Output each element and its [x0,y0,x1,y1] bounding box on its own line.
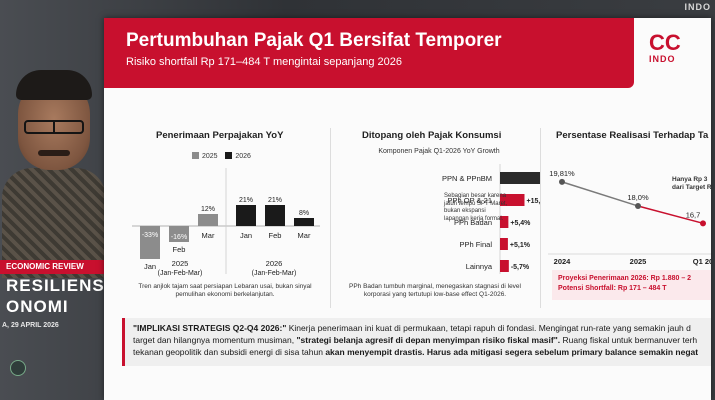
overlay-date: A, 29 APRIL 2026 [2,322,59,329]
implication-text-3: target dan hilangnya momentum musiman, [133,334,297,345]
chart2-category-label: Lainnya [466,262,493,271]
divider [330,128,331,308]
chart3-point [559,178,565,185]
chart3-point [635,203,641,209]
chart1-group-label: (Jan-Feb-Mar) [158,270,203,277]
chart1-group-label: 2026 [266,259,283,268]
chart1-svg: -33% Jan -16% Feb 12% Mar 21% Jan 21% Feb 8% Mar 202… [132,168,320,277]
divider [540,128,541,308]
chart3-data-label: 16,7 [686,210,701,219]
implication-label: "IMPLIKASI STRATEGIS Q2-Q4 2026:" [133,323,287,333]
chart1-group-label: 2025 [172,259,189,268]
chart1-bar [236,205,256,226]
chart2-subtitle: Komponen Pajak Q1-2026 YoY Growth [378,148,500,155]
chart3-tick-label: 2025 [630,257,647,266]
chart2-data-label: +5,1% [510,242,531,249]
chart1-note: Tren anjlok tajam saat persiapan Lebaran… [138,283,312,299]
implication-text-5: Ruang fiskal untuk bermanuver terh [560,334,698,345]
chart1-bar [198,214,218,226]
chart1-legend: 2025 2026 [192,152,251,160]
legend-label-2026: 2026 [235,153,251,160]
implication-text-1: Kinerja penerimaan ini kuat di permukaan… [286,323,537,333]
mic-icon[interactable] [10,360,26,376]
chart1-data-label: 12% [201,206,215,213]
chart3-svg: 19,81% 2024 18,0% 2025 16,7 Q1 20 [548,169,711,266]
overlay-title-line1: RESILIENSI [6,276,111,295]
chart3-annotation-line2: dari Target R [672,184,712,192]
broadcast-overlay: ECONOMIC REVIEW RESILIENSI ONOMI A, 29 A… [0,252,111,400]
chart1-data-label: -16% [171,234,187,241]
chart1-group-label: (Jan-Feb-Mar) [252,270,297,277]
chart1-category-label: Jan [240,231,252,240]
chart1-bar [265,205,285,226]
presentation-slide: Pertumbuhan Pajak Q1 Bersifat Temporer R… [104,18,712,400]
presenter-hair [16,70,92,100]
chart1-data-label: 8% [299,210,309,217]
slide-subtitle: Risiko shortfall Rp 171–484 T mengintai … [126,56,402,68]
slide-banner: Pertumbuhan Pajak Q1 Bersifat Temporer R… [104,18,634,88]
chart2-bar [500,194,525,206]
chart1-data-label: -33% [142,232,158,239]
implication-text-2: Mengingat run-rate yang semakin jauh d [536,323,691,333]
chart2-data-label: +5,4% [510,220,531,227]
chart1-bar [140,226,160,259]
implication-text-6: tekanan geopolitik dan subsidi energi di… [133,346,326,357]
mustache [38,150,70,156]
chart3-title: Persentase Realisasi Terhadap Ta [556,130,709,141]
chart1-category-label: Feb [173,245,186,254]
chart3-tick-label: Q1 20 [693,257,711,266]
chart1-category-label: Jan [144,262,156,271]
slide-title: Pertumbuhan Pajak Q1 Bersifat Temporer [126,30,502,51]
chart1-category-label: Mar [202,231,215,240]
chart3-series-line [637,205,704,225]
economic-review-tag: ECONOMIC REVIEW [0,260,104,274]
glasses-icon [24,120,84,134]
shortfall-text: Potensi Shortfall: Rp 171 – 484 T [558,284,667,292]
brand-logo: CC [649,30,681,55]
chart2-annotation: Sebagian besar karena jatuh tempo SPT Ma… [444,193,508,222]
chart3-annotation: Hanya Rp 3 dari Target R [672,176,715,192]
chart2-bar [500,238,508,250]
chart3-footer: Proyeksi Penerimaan 2026: Rp 1.880 – 2 P… [552,270,711,300]
corner-logo: INDO [684,2,711,12]
chart3-annotation-line1: Hanya Rp 3 [672,176,708,183]
brand-logo-sub: INDO [649,54,676,64]
chart3-point [700,220,706,227]
chart2-data-label: +15,8% [526,198,540,205]
chart1-bar [294,218,314,226]
chart2-bar [500,172,540,184]
chart2-category-label: PPN & PPnBM [442,174,492,183]
chart2-category-label: PPh Final [459,240,492,249]
chart2-category-label: PPh OP & 21 [448,196,492,205]
chart2-bar [500,216,509,228]
presenter-shirt [2,168,106,278]
chart1-data-label: 21% [239,197,253,204]
chart2-bar [500,260,509,272]
chart1-bar [169,226,189,242]
chart2-data-label: -5,7% [511,264,530,271]
overlay-title-line2: ONOMI [6,297,69,316]
chart1-category-label: Mar [298,231,311,240]
strategic-implication-box: "IMPLIKASI STRATEGIS Q2-Q4 2026:" Kinerj… [122,318,711,366]
implication-text-4: "strategi belanja agresif di depan menyi… [296,334,561,345]
legend-label-2025: 2025 [202,153,218,160]
chart3-data-label: 18,0% [627,193,649,202]
implication-text-7: akan menyempit drastis. Harus ada mitiga… [325,346,699,357]
legend-swatch-2026 [225,152,233,159]
chart2-note: PPh Badan tumbuh marginal, menegaskan st… [349,283,521,299]
chart2-category-label: PPh Badan [454,218,492,227]
chart3-series-line [561,181,639,207]
legend-swatch-2025 [192,152,199,159]
chart1-data-label: 21% [268,197,282,204]
chart3-tick-label: 2024 [554,257,572,266]
chart1-title: Penerimaan Perpajakan YoY [156,130,284,141]
chart2-svg: PPN & PPnBM+57,7%PPh OP & 21+15,8%PPh Ba… [442,164,540,274]
chart2-title: Ditopang oleh Pajak Konsumsi [362,130,502,141]
chart1-category-label: Feb [269,231,282,240]
projection-text: Proyeksi Penerimaan 2026: Rp 1.880 – 2 [558,275,692,282]
chart3-data-label: 19,81% [549,169,575,178]
presenter [2,64,106,278]
